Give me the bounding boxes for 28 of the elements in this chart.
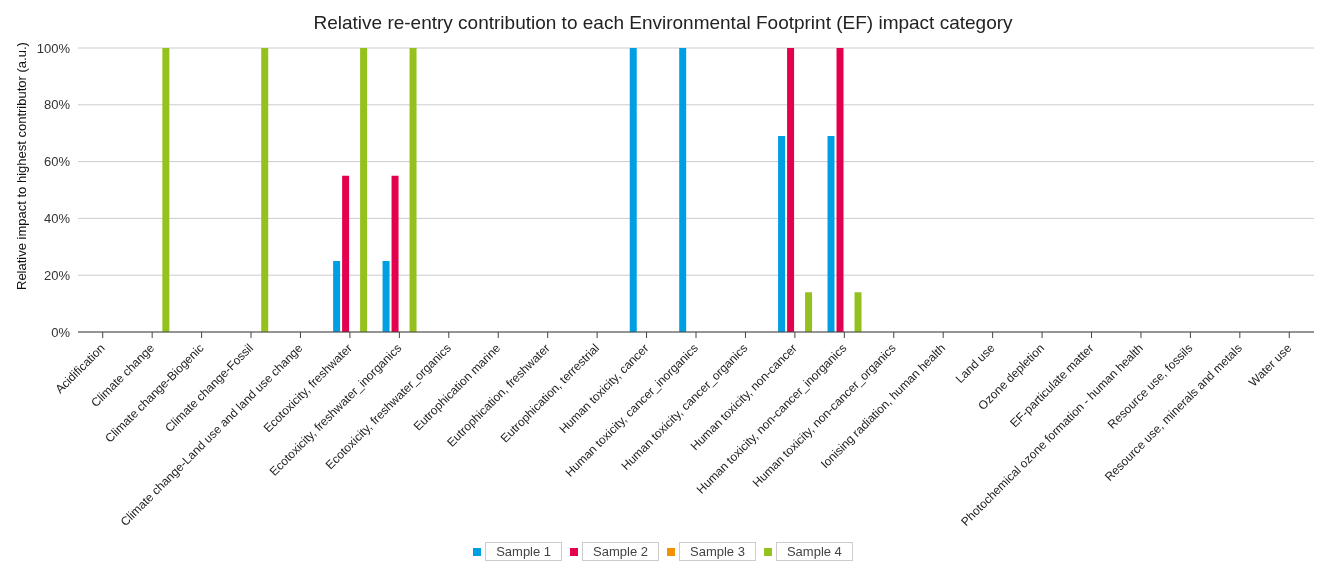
y-axis-title: Relative impact to highest contributor (a.u.): [13, 42, 29, 290]
bar: [805, 292, 813, 332]
y-tick-label: 80%: [43, 97, 71, 113]
bar: [827, 136, 835, 332]
legend-label: Sample 4: [775, 542, 853, 561]
y-tick-label: 20%: [43, 267, 71, 283]
bar: [382, 261, 390, 332]
bar: [333, 261, 341, 332]
bar: [836, 48, 844, 332]
bar: [162, 48, 170, 332]
y-tick-label: 100%: [36, 40, 71, 56]
y-tick-label: 60%: [43, 154, 71, 170]
bar: [679, 48, 687, 332]
y-tick-label: 40%: [43, 211, 71, 227]
bar: [854, 292, 862, 332]
legend-label: Sample 3: [679, 542, 756, 561]
y-tick-label: 0%: [51, 324, 71, 340]
bar: [342, 175, 350, 332]
bar: [629, 48, 637, 332]
chart-title: Relative re-entry contribution to each Environmental Footprint (EF) impact category: [312, 12, 1014, 34]
legend-label: Sample 1: [485, 542, 563, 561]
bar: [261, 48, 269, 332]
bar: [778, 136, 786, 332]
legend-label: Sample 2: [582, 542, 659, 561]
bar: [787, 48, 795, 332]
bar: [409, 48, 417, 332]
bar: [391, 175, 399, 332]
bar: [360, 48, 368, 332]
